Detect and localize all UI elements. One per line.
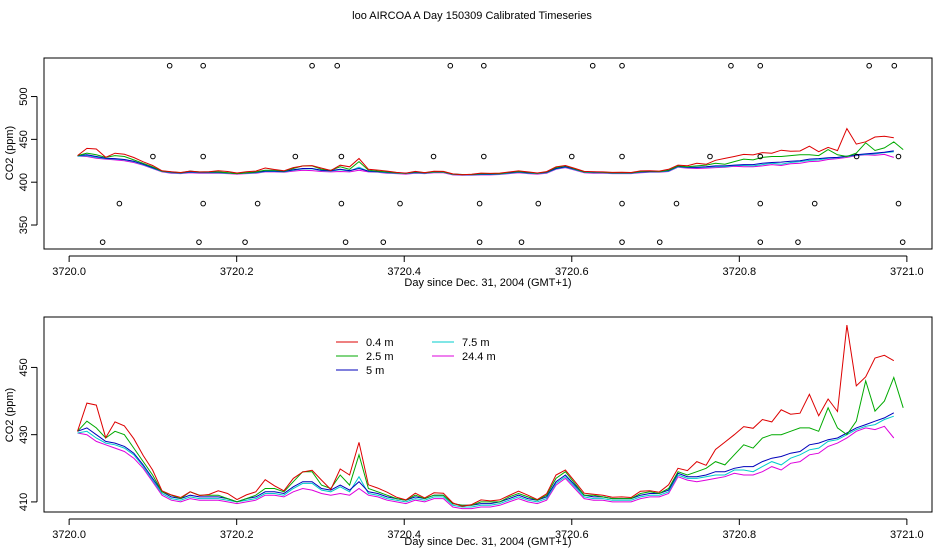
top-marker-point	[200, 62, 206, 69]
bottom-panel: 3720.0 3720.2 3720.4 3720.6 3720.8 3721.0 410…	[4, 316, 933, 548]
bottom-x-tick-label: 3721.0	[890, 529, 924, 541]
top-y-tick-label: 400	[18, 173, 30, 191]
top-marker-point	[535, 200, 542, 207]
top-marker-point	[254, 200, 261, 207]
top-marker-point	[481, 153, 487, 160]
bottom-x-tick-label: 3720.2	[220, 529, 254, 541]
bottom-series-7-5-m	[77, 415, 894, 508]
top-marker-point	[619, 239, 625, 245]
bottom-x-tick-label: 3720.4	[387, 529, 421, 541]
top-marker-point	[568, 153, 575, 160]
top-y-axis-label: CO2 (ppm)	[4, 126, 16, 180]
top-marker-point	[899, 239, 906, 245]
top-marker-point	[866, 62, 872, 69]
top-marker-point	[795, 239, 801, 245]
bottom-y-tick-label: 430	[18, 425, 30, 443]
top-marker-point	[853, 153, 860, 160]
legend-label: 7.5 m	[462, 337, 490, 349]
top-marker-point	[242, 239, 248, 245]
bottom-y-axis: 410 430 450	[18, 358, 38, 511]
top-marker-point	[200, 200, 206, 207]
top-marker-point	[196, 239, 202, 245]
bottom-y-axis-label: CO2 (ppm)	[4, 388, 16, 442]
top-marker-point	[309, 62, 315, 69]
top-marker-point	[447, 62, 454, 69]
top-marker-point	[728, 62, 734, 69]
top-marker-point	[757, 239, 764, 245]
bottom-plot-marks	[77, 325, 904, 510]
top-y-tick-label: 450	[18, 130, 30, 148]
top-marker-point	[891, 62, 898, 69]
bottom-series-2-5-m	[77, 376, 904, 506]
top-marker-point	[707, 153, 713, 160]
top-marker-point	[757, 200, 764, 207]
top-marker-point	[673, 200, 680, 207]
top-marker-point	[380, 239, 387, 245]
top-marker-point	[342, 239, 349, 245]
top-y-axis: 350 400 450 500	[18, 87, 38, 234]
bottom-x-tick-label: 3720.8	[722, 529, 756, 541]
legend-label: 0.4 m	[366, 337, 394, 349]
top-marker-point	[150, 153, 156, 160]
top-marker-point	[895, 200, 902, 207]
top-marker-point	[397, 200, 403, 207]
top-marker-point	[116, 200, 123, 207]
top-plot-markers	[99, 62, 906, 245]
top-x-tick-label: 3720.4	[387, 266, 421, 278]
top-x-tick-label: 3721.0	[890, 266, 924, 278]
top-x-axis: 3720.0 3720.2 3720.4 3720.6 3720.8 3721.0	[52, 255, 924, 278]
legend-label: 5 m	[366, 365, 384, 377]
chart-title: loo AIRCOA A Day 150309 Calibrated Times…	[352, 10, 592, 22]
top-y-tick-label: 350	[18, 216, 30, 234]
top-marker-point	[757, 153, 764, 160]
top-marker-point	[481, 62, 487, 69]
top-x-tick-label: 3720.6	[555, 266, 589, 278]
top-marker-point	[200, 153, 206, 160]
bottom-x-axis-label: Day since Dec. 31, 2004 (GMT+1)	[404, 536, 571, 548]
top-plot-marks	[77, 127, 904, 176]
top-x-tick-label: 3720.2	[220, 266, 254, 278]
top-marker-point	[166, 62, 173, 69]
top-marker-point	[99, 239, 106, 245]
bottom-x-axis: 3720.0 3720.2 3720.4 3720.6 3720.8 3721.0	[52, 518, 924, 541]
bottom-series-24-4-m	[77, 425, 895, 510]
top-marker-point	[619, 200, 625, 207]
top-marker-point	[518, 239, 525, 245]
top-plot-frame	[43, 57, 933, 250]
legend: 0.4 m 2.5 m 5 m 7.5 m 24.4 m	[336, 337, 496, 377]
top-marker-point	[619, 62, 625, 69]
legend-label: 24.4 m	[462, 351, 496, 363]
top-marker-point	[338, 200, 345, 207]
top-marker-point	[811, 200, 818, 207]
top-marker-point	[619, 153, 625, 160]
top-panel: 3720.0 3720.2 3720.4 3720.6 3720.8 3721.0 350…	[4, 57, 933, 289]
top-marker-point	[656, 239, 663, 245]
top-marker-point	[292, 153, 299, 160]
bottom-y-tick-label: 410	[18, 493, 30, 511]
top-x-tick-label: 3720.0	[52, 266, 86, 278]
top-marker-point	[895, 153, 902, 160]
top-marker-point	[589, 62, 596, 69]
bottom-x-tick-label: 3720.0	[52, 529, 86, 541]
top-marker-point	[338, 153, 345, 160]
top-marker-point	[476, 200, 483, 207]
top-x-axis-label: Day since Dec. 31, 2004 (GMT+1)	[404, 277, 571, 289]
top-x-tick-label: 3720.8	[722, 266, 756, 278]
bottom-series-5-m	[77, 412, 895, 506]
top-marker-point	[334, 62, 341, 69]
top-marker-point	[430, 153, 437, 160]
top-marker-point	[476, 239, 483, 245]
top-y-tick-label: 500	[18, 87, 30, 105]
top-marker-point	[757, 62, 764, 69]
bottom-x-tick-label: 3720.6	[555, 529, 589, 541]
top-series-0-4-m	[77, 127, 894, 176]
bottom-series-0-4-m	[77, 325, 895, 507]
bottom-y-tick-label: 450	[18, 358, 30, 376]
legend-label: 2.5 m	[366, 351, 394, 363]
bottom-plot-frame	[43, 316, 933, 513]
